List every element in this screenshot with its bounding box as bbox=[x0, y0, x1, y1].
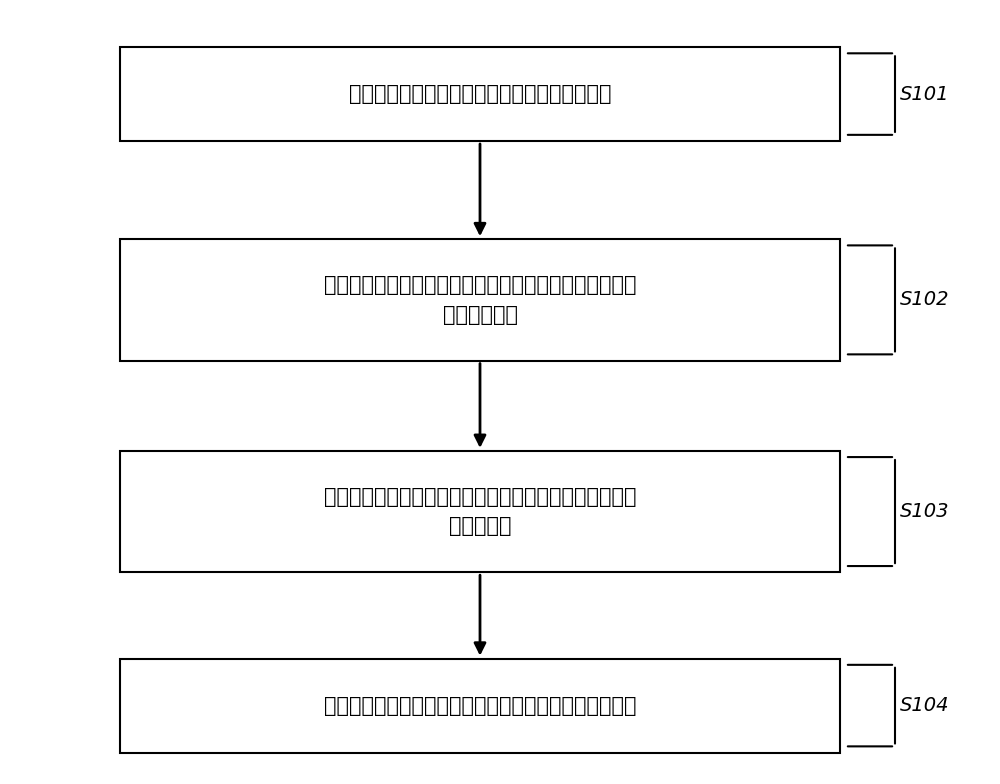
Text: 用异常点检测算法检测特征数据序列，得到特征数据序列
中的异常数据: 用异常点检测算法检测特征数据序列，得到特征数据序列 中的异常数据 bbox=[324, 275, 636, 325]
FancyBboxPatch shape bbox=[120, 239, 840, 361]
FancyBboxPatch shape bbox=[120, 451, 840, 572]
FancyBboxPatch shape bbox=[120, 47, 840, 141]
FancyBboxPatch shape bbox=[120, 659, 840, 753]
Text: S101: S101 bbox=[900, 85, 950, 103]
Text: 根据第二预设时间内的异常数据，进行异常数据汇集检测: 根据第二预设时间内的异常数据，进行异常数据汇集检测 bbox=[324, 695, 636, 716]
Text: S102: S102 bbox=[900, 290, 950, 310]
Text: 根据异常数据的时间戳，确定网络设备的第二预设时间内
的异常数据: 根据异常数据的时间戳，确定网络设备的第二预设时间内 的异常数据 bbox=[324, 487, 636, 536]
Text: S103: S103 bbox=[900, 502, 950, 521]
Text: S104: S104 bbox=[900, 696, 950, 715]
Text: 获取网络设备的第一预设时间内的特征数据序列: 获取网络设备的第一预设时间内的特征数据序列 bbox=[349, 84, 611, 104]
